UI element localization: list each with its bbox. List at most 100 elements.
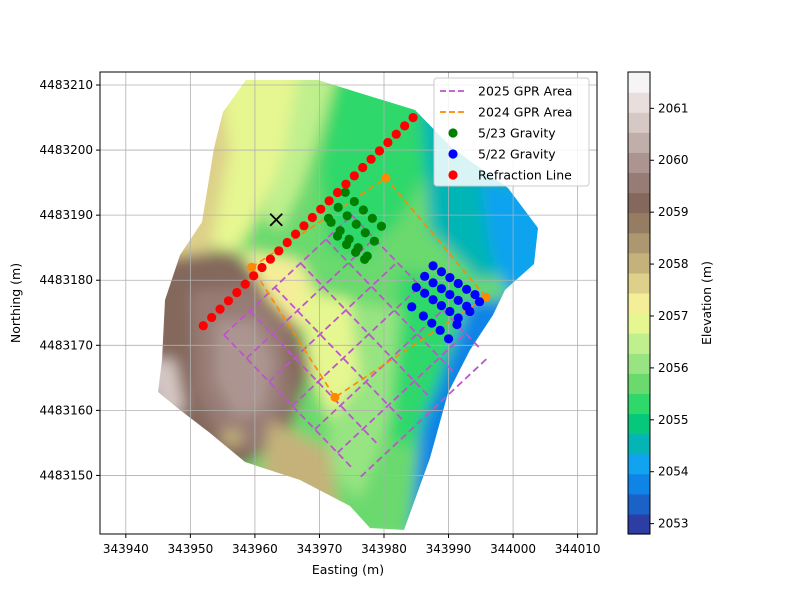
refraction-point <box>400 121 410 131</box>
colorbar-frame <box>627 71 651 535</box>
colorbar-band <box>628 313 650 334</box>
colorbar-tick-label: 2061 <box>658 101 689 115</box>
colorbar-band <box>628 212 650 234</box>
colorbar-band <box>628 393 650 415</box>
gpr-2025-line <box>360 356 490 478</box>
x-marker-stroke <box>269 213 283 227</box>
colorbar-band <box>628 453 650 475</box>
colorbar-tick-label: 2053 <box>658 517 689 531</box>
gravity-522-point <box>445 306 455 317</box>
refraction-point <box>341 179 351 189</box>
colorbar-tick-label: 2055 <box>658 413 689 427</box>
refraction-point <box>299 221 309 231</box>
y-tick-label: 4483150 <box>40 468 93 482</box>
x-tick-label: 344010 <box>555 542 601 556</box>
gravity-523-point <box>367 213 377 224</box>
colorbar-band <box>628 473 650 495</box>
gravity-522-point <box>411 282 421 292</box>
colorbar-band <box>628 433 650 455</box>
colorbar-tick-label: 2056 <box>658 361 689 375</box>
refraction-point <box>366 154 376 164</box>
gravity-522-point <box>420 288 430 298</box>
plot-frame <box>99 71 598 535</box>
x-tick-label: 343950 <box>167 542 213 556</box>
gravity-523-point <box>323 213 334 224</box>
gravity-522-point <box>452 319 462 330</box>
gravity-522-point <box>465 306 475 317</box>
gravity-523-series <box>323 187 387 265</box>
refraction-point <box>257 262 267 273</box>
gpr-2025-line <box>325 238 457 375</box>
x-tick-label: 343960 <box>232 542 278 556</box>
gravity-523-point <box>351 219 361 229</box>
legend: 2025 GPR Area 2024 GPR Area 5/23 Gravity 5/… <box>433 77 590 187</box>
refraction-point <box>383 137 393 148</box>
gravity-523-point <box>360 254 370 265</box>
gravity-523-point <box>349 196 359 207</box>
colorbar-tick-label: 2059 <box>658 205 689 219</box>
colorbar-band <box>628 252 650 274</box>
refraction-point <box>232 287 242 298</box>
gravity-522-point <box>407 302 417 312</box>
refraction-point <box>358 162 368 173</box>
gravity-523-point <box>376 221 387 231</box>
refraction-point <box>332 187 343 198</box>
gravity-523-point <box>332 231 343 241</box>
y-tick-label: 4483200 <box>40 143 93 157</box>
colorbar-band <box>628 132 650 153</box>
refraction-point <box>374 146 385 156</box>
refraction-line-series <box>198 112 418 331</box>
gpr-2024-area <box>247 173 491 402</box>
colorbar-band <box>628 172 650 194</box>
colorbar-band <box>628 192 650 214</box>
x-axis-ticks: 343940 343950 343960 343970 343980 343990 3440… <box>103 534 601 556</box>
gravity-522-point <box>435 325 445 335</box>
refraction-point <box>282 237 292 248</box>
gpr-2025-line <box>336 332 467 454</box>
refraction-point <box>240 279 250 289</box>
x-marker-point <box>269 213 283 227</box>
gravity-523-point <box>340 187 350 197</box>
gravity-522-point <box>445 273 455 283</box>
gpr-2025-line <box>245 237 375 359</box>
gravity-522-point <box>445 289 455 300</box>
colorbar-band <box>628 272 650 294</box>
legend-marker-swatch <box>448 170 458 180</box>
gravity-523-point <box>333 202 343 212</box>
gpr-2025-line <box>291 285 421 407</box>
x-axis-label: Easting (m) <box>312 562 384 577</box>
y-tick-label: 4483190 <box>40 208 93 222</box>
y-axis-label: Northing (m) <box>8 263 23 343</box>
gravity-522-point <box>436 267 447 277</box>
refraction-point <box>215 304 225 314</box>
gpr-2025-line <box>268 261 399 383</box>
colorbar-band <box>628 72 650 93</box>
gravity-522-point <box>436 301 447 311</box>
refraction-point <box>307 212 317 223</box>
y-tick-label: 4483180 <box>40 273 93 287</box>
legend-marker-swatch <box>448 128 458 138</box>
y-tick-label: 4483170 <box>40 338 93 352</box>
colorbar-tick-label: 2058 <box>658 257 689 271</box>
gpr-2024-vertex <box>247 262 257 272</box>
gpr-2024-vertex <box>330 392 340 402</box>
gravity-522-point <box>418 311 428 321</box>
refraction-point <box>391 129 401 139</box>
gravity-523-point <box>358 205 368 215</box>
colorbar-tick-label: 2060 <box>658 153 689 167</box>
refraction-point <box>223 296 234 306</box>
y-axis-ticks: 4483150 4483160 4483170 4483180 4483190 44832… <box>40 78 100 482</box>
gpr-2025-line <box>223 334 355 471</box>
gravity-522-point <box>428 278 438 288</box>
x-tick-label: 343980 <box>361 542 407 556</box>
refraction-point <box>249 271 259 281</box>
colorbar-label: Elevation (m) <box>699 261 714 345</box>
gravity-522-point <box>474 297 485 307</box>
legend-marker-swatch <box>448 149 458 159</box>
gpr-2024-vertex <box>481 292 491 302</box>
gpr-2025-line <box>314 308 444 430</box>
gravity-522-point <box>427 318 437 328</box>
gravity-522-point <box>428 261 438 271</box>
gravity-523-point <box>351 247 361 257</box>
